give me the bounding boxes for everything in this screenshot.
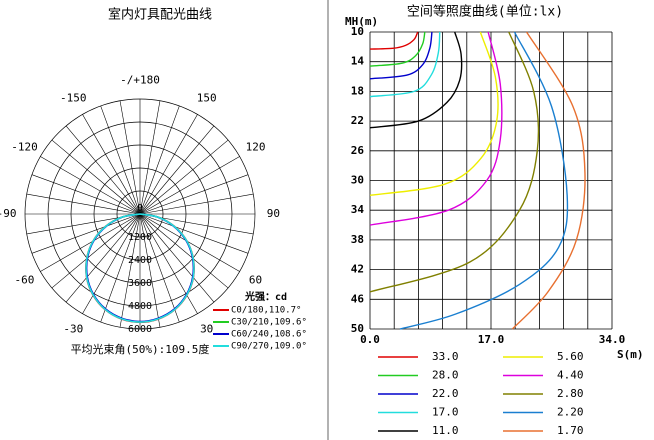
polar-title: 室内灯具配光曲线 xyxy=(108,7,212,23)
y-tick-label: 18 xyxy=(351,84,364,97)
angle-tick-label: -30 xyxy=(63,323,83,336)
legend-label: C60/240,108.6° xyxy=(231,330,307,340)
spoke xyxy=(40,156,141,215)
spoke xyxy=(51,213,141,289)
angle-tick-label: 120 xyxy=(246,140,266,153)
spoke xyxy=(139,105,180,215)
spoke xyxy=(31,174,141,215)
intensity-curve xyxy=(85,213,195,323)
legend-label: 33.0 xyxy=(432,350,459,363)
isolux-curve xyxy=(511,31,586,330)
isolux-curve xyxy=(369,31,499,197)
spoke xyxy=(139,213,229,289)
radial-grid-circle xyxy=(116,190,164,238)
radial-tick-label: 2400 xyxy=(128,255,152,266)
spoke xyxy=(139,213,180,323)
isolux-curve xyxy=(369,31,426,67)
spoke xyxy=(82,213,141,314)
spoke xyxy=(139,174,249,215)
spoke xyxy=(139,125,215,215)
spoke xyxy=(139,100,161,215)
legend-label: 11.0 xyxy=(432,424,459,437)
spoke xyxy=(51,139,141,215)
radial-grid-circle xyxy=(47,121,233,307)
legend-label: 17.0 xyxy=(432,406,459,419)
y-tick-label: 14 xyxy=(351,55,365,68)
legend-label: 2.20 xyxy=(557,406,584,419)
isolux-curve xyxy=(369,31,540,293)
legend-label: C90/270,109.0° xyxy=(231,342,307,352)
spoke xyxy=(139,213,161,328)
x-tick-label: 34.0 xyxy=(599,333,626,346)
y-axis-label: MH(m) xyxy=(345,15,378,28)
legend-label: 4.40 xyxy=(557,369,584,382)
isolux-curve xyxy=(399,31,569,330)
radial-tick-label: 3600 xyxy=(128,278,152,289)
radial-tick-label: 0 xyxy=(137,203,143,214)
angle-tick-label: 150 xyxy=(197,91,217,104)
spoke xyxy=(100,105,141,215)
angle-tick-label: -120 xyxy=(11,140,38,153)
isolux-curve xyxy=(369,31,503,226)
y-tick-label: 38 xyxy=(351,233,364,246)
radial-grid-circle xyxy=(24,98,256,330)
spoke xyxy=(40,213,141,272)
angle-tick-label: -/+180 xyxy=(120,74,160,87)
isolux-title: 空间等照度曲线(单位:lx) xyxy=(407,4,563,20)
legend-title: 光强：cd xyxy=(244,290,287,303)
y-tick-label: 22 xyxy=(351,114,364,127)
radial-grid-circle xyxy=(93,167,187,261)
legend-label: 1.70 xyxy=(557,424,584,437)
legend-label: 22.0 xyxy=(432,387,459,400)
y-tick-label: 30 xyxy=(351,174,364,187)
isolux-curve xyxy=(369,31,463,129)
spoke xyxy=(139,193,254,215)
angle-tick-label: 30 xyxy=(200,323,213,336)
spoke xyxy=(139,114,198,215)
spoke xyxy=(139,139,229,215)
angle-tick-label: 90 xyxy=(267,207,280,220)
radial-grid-circle xyxy=(70,144,210,284)
radial-tick-label: 1200 xyxy=(128,232,152,243)
spoke xyxy=(119,100,141,215)
legend-label: C30/210,109.6° xyxy=(231,318,307,328)
y-tick-label: 26 xyxy=(351,144,365,157)
legend-label: 2.80 xyxy=(557,387,584,400)
angle-tick-label: -150 xyxy=(60,91,87,104)
spoke xyxy=(119,213,141,328)
angle-tick-label: -90 xyxy=(0,207,17,220)
spoke xyxy=(65,213,141,303)
legend-label: 28.0 xyxy=(432,369,459,382)
y-tick-label: 34 xyxy=(351,203,365,216)
spoke xyxy=(65,125,141,215)
beam-angle-note: 平均光束角(50%):109.5度 xyxy=(71,342,210,356)
spoke xyxy=(82,114,141,215)
y-tick-label: 50 xyxy=(351,322,364,335)
radial-tick-label: 6000 xyxy=(128,324,152,335)
angle-tick-label: 60 xyxy=(249,274,262,287)
y-tick-label: 42 xyxy=(351,263,364,276)
spoke xyxy=(139,213,240,272)
legend-label: 5.60 xyxy=(557,350,584,363)
spoke xyxy=(139,156,240,215)
spoke xyxy=(139,213,249,254)
x-tick-label: 17.0 xyxy=(478,333,505,346)
spoke xyxy=(100,213,141,323)
x-axis-label: S(m) xyxy=(617,348,644,361)
isolux-curve xyxy=(369,31,433,80)
x-tick-label: 0.0 xyxy=(360,333,380,346)
isolux-curve xyxy=(369,31,441,98)
spoke xyxy=(31,213,141,254)
y-tick-label: 10 xyxy=(351,25,364,38)
y-tick-label: 46 xyxy=(351,292,365,305)
isolux-curve xyxy=(369,31,419,50)
radial-tick-label: 4800 xyxy=(128,301,152,312)
legend-label: C0/180,110.7° xyxy=(231,306,301,316)
angle-tick-label: -60 xyxy=(15,274,35,287)
spoke xyxy=(26,193,141,215)
spoke xyxy=(139,213,198,314)
spoke xyxy=(139,213,215,303)
